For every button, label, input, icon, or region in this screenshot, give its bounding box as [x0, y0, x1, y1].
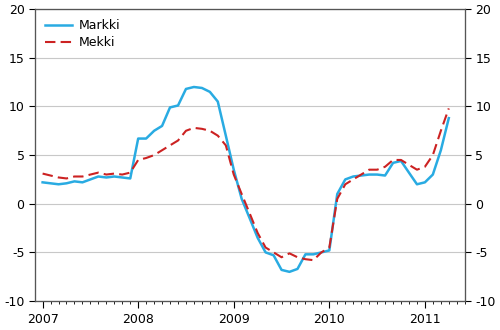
Markki — [262, 250, 268, 254]
Mekki — [72, 175, 78, 179]
Line: Mekki: Mekki — [42, 108, 449, 260]
Mekki — [183, 129, 189, 133]
Legend: Markki, Mekki: Markki, Mekki — [41, 16, 124, 53]
Markki — [286, 270, 292, 274]
Markki — [238, 197, 244, 201]
Markki — [72, 180, 78, 183]
Markki — [40, 181, 46, 184]
Markki — [302, 252, 308, 256]
Mekki — [286, 251, 292, 255]
Mekki — [231, 173, 237, 177]
Mekki — [302, 257, 308, 261]
Markki — [183, 87, 189, 91]
Markki — [318, 250, 324, 254]
Mekki — [446, 106, 452, 110]
Line: Markki: Markki — [42, 87, 449, 272]
Mekki — [40, 172, 46, 176]
Mekki — [422, 165, 428, 169]
Markki — [191, 85, 197, 89]
Mekki — [310, 258, 316, 262]
Markki — [446, 116, 452, 120]
